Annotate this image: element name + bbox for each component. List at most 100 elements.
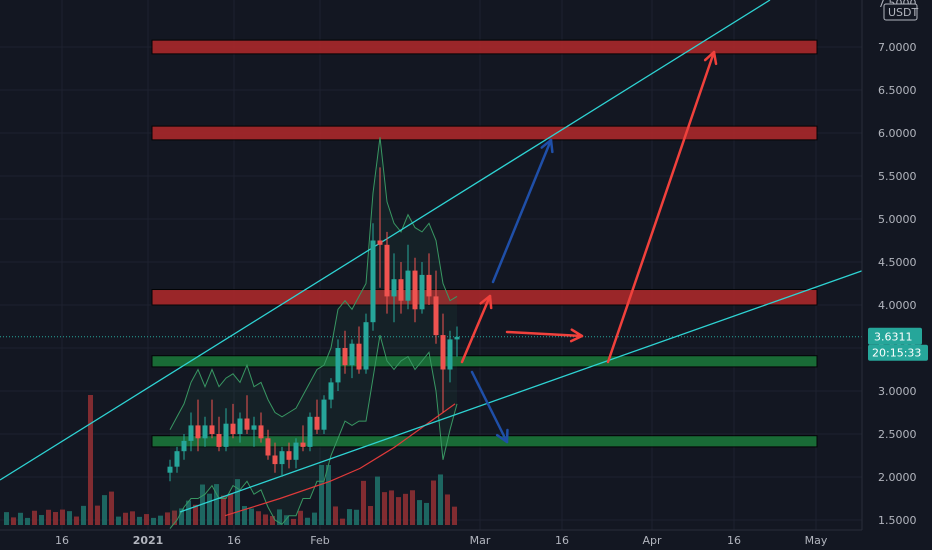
bollinger-upper: [169, 137, 458, 430]
arrow-sideways-head: [569, 328, 584, 343]
candle-body: [167, 466, 173, 473]
volume-bar: [88, 395, 93, 525]
volume-bar: [291, 518, 296, 525]
time-axis[interactable]: 16 2021 16 Feb Mar 16 Apr 16 May: [0, 529, 932, 550]
volume-bar: [333, 506, 338, 525]
countdown-label: 20:15:33: [872, 347, 921, 360]
candle-body: [286, 451, 292, 460]
annotation-arrows: [460, 50, 718, 444]
volume-bar: [179, 508, 184, 525]
x-tick-label: 16: [227, 534, 241, 547]
arrow-up-blue-head: [540, 138, 554, 154]
volume-bar: [18, 512, 23, 525]
y-tick-label: 2.0000: [878, 471, 917, 484]
volume-bar: [368, 506, 373, 525]
volume-bar: [375, 476, 380, 525]
volume-bar: [214, 484, 219, 525]
candle-body: [181, 440, 187, 452]
volume-bar: [46, 509, 51, 525]
y-tick-label: 6.5000: [878, 84, 917, 97]
candle-body: [440, 335, 446, 370]
candle-body: [398, 279, 404, 301]
volume-bar: [382, 492, 387, 525]
currency-label: USDT: [888, 6, 919, 19]
volume-bar: [130, 511, 135, 525]
volume-bar: [277, 509, 282, 525]
candle-body: [447, 339, 453, 370]
y-tick-label: 2.5000: [878, 428, 917, 441]
resistance-zone: [151, 125, 818, 141]
volume-bars: [4, 395, 457, 525]
last-price-label: 3.6311: [874, 331, 913, 344]
volume-bar: [81, 505, 86, 525]
x-tick-label: Mar: [470, 534, 491, 547]
candlesticks: [167, 167, 460, 482]
candle-body: [209, 425, 215, 434]
volume-bar: [172, 510, 177, 525]
volume-bar: [319, 465, 324, 525]
candle-body: [237, 418, 243, 434]
x-tick-label: Feb: [310, 534, 329, 547]
indicators: [0, 137, 862, 529]
arrow-up-short-head: [479, 294, 493, 310]
volume-bar: [312, 512, 317, 525]
volume-bar: [144, 514, 149, 525]
arrow-down-blue-head: [495, 428, 509, 444]
volume-bar: [25, 517, 30, 525]
volume-bar: [305, 517, 310, 525]
arrow-up-long: [606, 50, 716, 364]
volume-bar: [249, 508, 254, 525]
candle-body: [405, 270, 411, 301]
arrow-up-short: [460, 294, 492, 364]
volume-bar: [396, 497, 401, 525]
candle-body: [370, 240, 376, 323]
candle-body: [195, 425, 201, 439]
x-tick-label: 16: [555, 534, 569, 547]
candle-body: [244, 418, 250, 430]
candle-body: [174, 451, 180, 467]
volume-bar: [32, 510, 37, 525]
volume-bar: [410, 490, 415, 525]
volume-bar: [193, 504, 198, 525]
bollinger-lower: [169, 334, 458, 529]
volume-bar: [95, 505, 100, 525]
lower-trendline: [179, 267, 871, 513]
volume-bar: [347, 509, 352, 525]
volume-bar: [53, 512, 58, 525]
resistance-zone: [151, 289, 818, 306]
candle-body: [356, 343, 362, 370]
support-zone: [151, 355, 818, 368]
candle-body: [377, 240, 383, 245]
candle-body: [300, 442, 306, 447]
volume-bar: [263, 514, 268, 525]
volume-bar: [340, 518, 345, 525]
resistance-zone: [151, 39, 818, 55]
x-tick-label: 16: [55, 534, 69, 547]
volume-bar: [151, 517, 156, 525]
volume-bar: [417, 500, 422, 525]
arrow-down-blue: [470, 370, 509, 444]
candle-body: [412, 270, 418, 310]
candle-body: [265, 438, 271, 456]
price-zones: [151, 39, 818, 448]
y-tick-label: 3.0000: [878, 385, 917, 398]
candle-body: [258, 425, 264, 439]
candle-body: [454, 336, 460, 340]
volume-bar: [39, 515, 44, 525]
price-axis[interactable]: 7.0000 6.5000 6.0000 5.5000 5.0000 4.5000 4.00…: [861, 0, 932, 530]
candle-body: [251, 425, 257, 430]
candle-body: [216, 434, 222, 447]
candle-body: [433, 296, 439, 336]
bollinger-fill: [170, 137, 457, 529]
x-tick-label: 16: [727, 534, 741, 547]
y-tick-label: 6.0000: [878, 127, 917, 140]
x-tick-label: Apr: [642, 534, 662, 547]
candle-body: [321, 399, 327, 430]
arrow-sideways: [505, 330, 584, 338]
currency-badge: [883, 3, 918, 21]
candle-body: [419, 274, 425, 310]
candle-body: [335, 348, 341, 383]
arrow-up-long-head: [703, 50, 718, 66]
volume-bar: [186, 500, 191, 525]
